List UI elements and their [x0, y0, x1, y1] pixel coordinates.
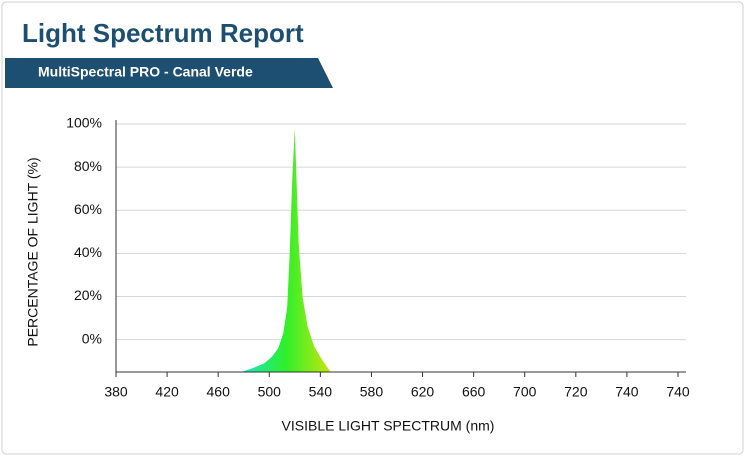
card — [1, 1, 744, 455]
x-tick-label: 460 — [207, 384, 231, 400]
x-tick-label: 740 — [615, 384, 639, 400]
x-tick-label: 660 — [462, 384, 486, 400]
x-tick-label: 720 — [564, 384, 588, 400]
spectrum-area — [241, 128, 331, 372]
x-tick-label: 740 — [666, 384, 690, 400]
y-axis-label: PERCENTAGE OF LIGHT (%) — [25, 157, 41, 346]
subtitle-banner — [5, 58, 333, 88]
y-tick-label: 100% — [66, 115, 102, 131]
x-tick-label: 540 — [309, 384, 333, 400]
chart-subtitle: MultiSpectral PRO - Canal Verde — [38, 64, 253, 80]
y-tick-label: 20% — [74, 287, 102, 303]
y-tick-label: 80% — [74, 158, 102, 174]
y-tick-label: 60% — [74, 201, 102, 217]
x-tick-label: 700 — [513, 384, 537, 400]
x-tick-label: 580 — [360, 384, 384, 400]
y-tick-label: 40% — [74, 244, 102, 260]
x-tick-label: 420 — [155, 384, 179, 400]
x-tick-label: 380 — [104, 384, 128, 400]
x-tick-label: 500 — [258, 384, 282, 400]
y-tick-label: 0% — [82, 330, 102, 346]
x-tick-label: 620 — [411, 384, 435, 400]
x-axis-label: VISIBLE LIGHT SPECTRUM (nm) — [282, 418, 495, 434]
chart-title: Light Spectrum Report — [22, 18, 304, 48]
